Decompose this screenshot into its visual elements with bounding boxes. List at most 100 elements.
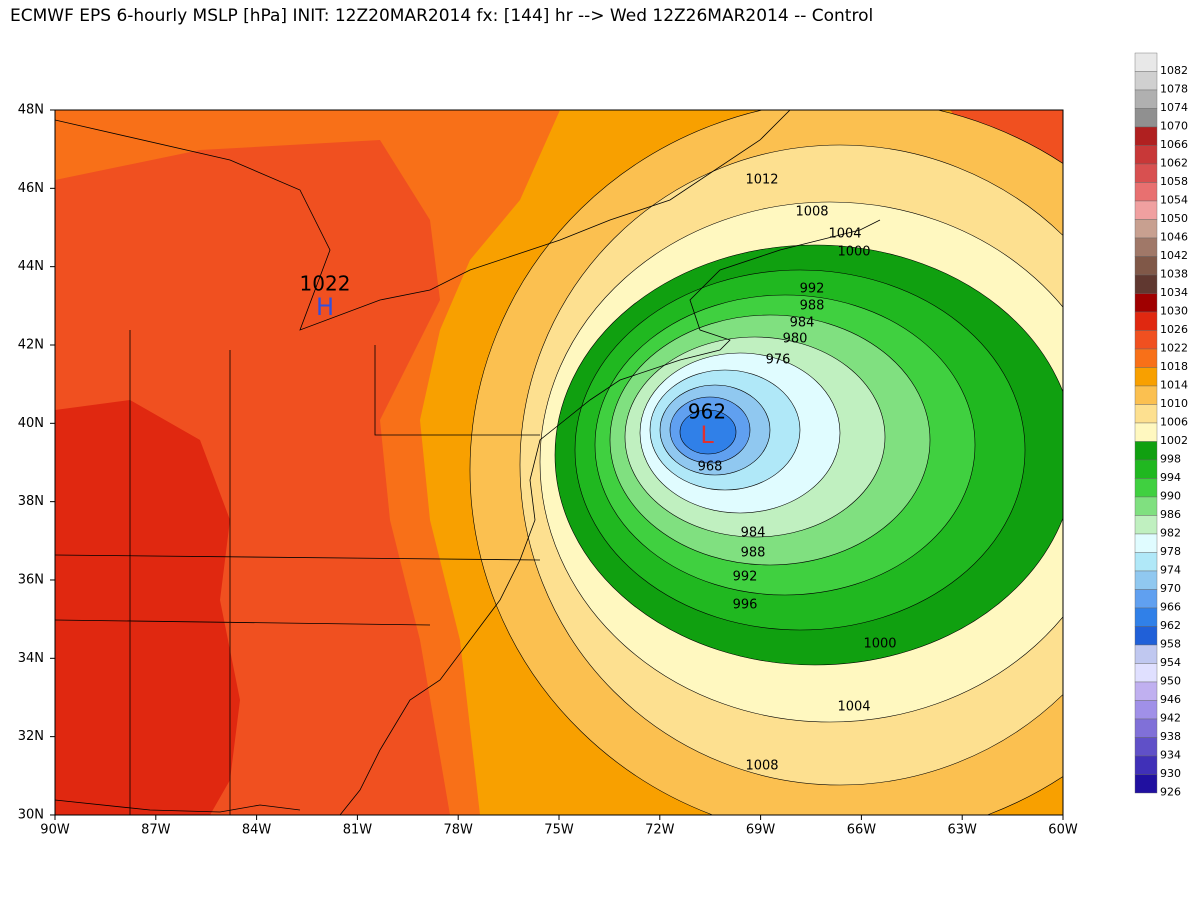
colorbar-label: 1042 xyxy=(1160,249,1188,262)
colorbar-swatch xyxy=(1134,644,1158,664)
contour-label: 1008 xyxy=(745,759,778,774)
lat-label: 48N xyxy=(18,103,44,118)
colorbar-label: 1010 xyxy=(1160,397,1188,410)
lon-label: 87W xyxy=(141,823,171,838)
colorbar-swatch xyxy=(1134,607,1158,627)
lon-label: 81W xyxy=(343,823,373,838)
colorbar-label: 1014 xyxy=(1160,379,1188,392)
contour-label: 1008 xyxy=(795,205,828,220)
contour-labels: 1022H962L1012100810041000992988984980976… xyxy=(300,173,897,774)
colorbar-label: 986 xyxy=(1160,508,1181,521)
colorbar-label: 1062 xyxy=(1160,157,1188,170)
colorbar-swatch xyxy=(1134,89,1158,109)
colorbar-label: 998 xyxy=(1160,453,1181,466)
colorbar-label: 1082 xyxy=(1160,64,1188,77)
colorbar-swatch xyxy=(1134,126,1158,146)
colorbar-label: 982 xyxy=(1160,527,1181,540)
colorbar: 1082 1078 1074 1070 1066 1062 1058 1054 1050 1046… xyxy=(1134,52,1188,799)
contour-label: 1012 xyxy=(745,173,778,188)
colorbar-label: 942 xyxy=(1160,712,1181,725)
colorbar-swatch xyxy=(1134,626,1158,646)
colorbar-label: 1054 xyxy=(1160,194,1188,207)
contour-label: 988 xyxy=(741,546,766,561)
lon-label: 90W xyxy=(40,823,70,838)
colorbar-swatch xyxy=(1134,274,1158,294)
lon-label: 60W xyxy=(1048,823,1078,838)
colorbar-swatch xyxy=(1134,293,1158,313)
contour-label: 988 xyxy=(800,299,825,314)
colorbar-swatch xyxy=(1134,330,1158,350)
colorbar-label: 1002 xyxy=(1160,434,1188,447)
colorbar-label: 946 xyxy=(1160,693,1181,706)
lon-label: 84W xyxy=(242,823,272,838)
colorbar-swatch xyxy=(1134,367,1158,387)
colorbar-label: 990 xyxy=(1160,490,1181,503)
colorbar-swatch xyxy=(1134,570,1158,590)
contour-label: 968 xyxy=(698,460,723,475)
colorbar-swatch xyxy=(1134,422,1158,442)
lat-label: 32N xyxy=(18,729,44,744)
isobar-band xyxy=(679,409,737,455)
colorbar-label: 978 xyxy=(1160,545,1181,558)
contour-label: 984 xyxy=(790,316,815,331)
lat-label: 44N xyxy=(18,259,44,274)
colorbar-label: 1050 xyxy=(1160,212,1188,225)
colorbar-swatch xyxy=(1134,404,1158,424)
low-value: 962 xyxy=(688,400,726,424)
lat-label: 34N xyxy=(18,651,44,666)
field-west xyxy=(55,400,240,815)
colorbar-swatch xyxy=(1134,459,1158,479)
colorbar-swatch xyxy=(1134,108,1158,128)
colorbar-label: 994 xyxy=(1160,471,1181,484)
contour-label: 1000 xyxy=(837,245,870,260)
colorbar-swatch xyxy=(1134,145,1158,165)
colorbar-label: 974 xyxy=(1160,564,1181,577)
pressure-field xyxy=(55,110,1063,815)
lat-label: 38N xyxy=(18,494,44,509)
colorbar-label: 1070 xyxy=(1160,120,1188,133)
lon-label: 69W xyxy=(746,823,776,838)
colorbar-swatch xyxy=(1134,441,1158,461)
colorbar-label: 1026 xyxy=(1160,323,1188,336)
contour-label: 980 xyxy=(783,332,808,347)
lon-label: 63W xyxy=(947,823,977,838)
colorbar-label: 1066 xyxy=(1160,138,1188,151)
colorbar-swatch xyxy=(1134,496,1158,516)
colorbar-swatch xyxy=(1134,755,1158,775)
contour-label: 996 xyxy=(733,598,758,613)
colorbar-label: 930 xyxy=(1160,767,1181,780)
colorbar-label: 1006 xyxy=(1160,416,1188,429)
colorbar-swatch xyxy=(1134,52,1158,72)
colorbar-swatch xyxy=(1134,718,1158,738)
contour-label: 1000 xyxy=(863,637,896,652)
colorbar-label: 1030 xyxy=(1160,305,1188,318)
lon-label: 66W xyxy=(847,823,877,838)
colorbar-swatch xyxy=(1134,348,1158,368)
colorbar-label: 934 xyxy=(1160,749,1181,762)
colorbar-swatch xyxy=(1134,737,1158,757)
colorbar-swatch xyxy=(1134,237,1158,257)
contour-label: 976 xyxy=(766,353,791,368)
colorbar-label: 954 xyxy=(1160,656,1181,669)
colorbar-swatch xyxy=(1134,200,1158,220)
low-letter: L xyxy=(700,421,714,449)
colorbar-label: 1046 xyxy=(1160,231,1188,244)
title: ECMWF EPS 6-hourly MSLP [hPa] INIT: 12Z2… xyxy=(10,6,873,26)
contour-label: 984 xyxy=(741,526,766,541)
colorbar-swatch xyxy=(1134,219,1158,239)
colorbar-label: 950 xyxy=(1160,675,1181,688)
colorbar-label: 1038 xyxy=(1160,268,1188,281)
colorbar-label: 926 xyxy=(1160,786,1181,799)
colorbar-label: 1078 xyxy=(1160,83,1188,96)
colorbar-swatch xyxy=(1134,71,1158,91)
colorbar-label: 958 xyxy=(1160,638,1181,651)
colorbar-label: 1034 xyxy=(1160,286,1188,299)
lat-label: 46N xyxy=(18,181,44,196)
lat-label: 42N xyxy=(18,337,44,352)
colorbar-label: 1074 xyxy=(1160,101,1188,114)
contour-label: 992 xyxy=(800,282,825,297)
lat-label: 40N xyxy=(18,416,44,431)
colorbar-swatch xyxy=(1134,663,1158,683)
colorbar-swatch xyxy=(1134,163,1158,183)
